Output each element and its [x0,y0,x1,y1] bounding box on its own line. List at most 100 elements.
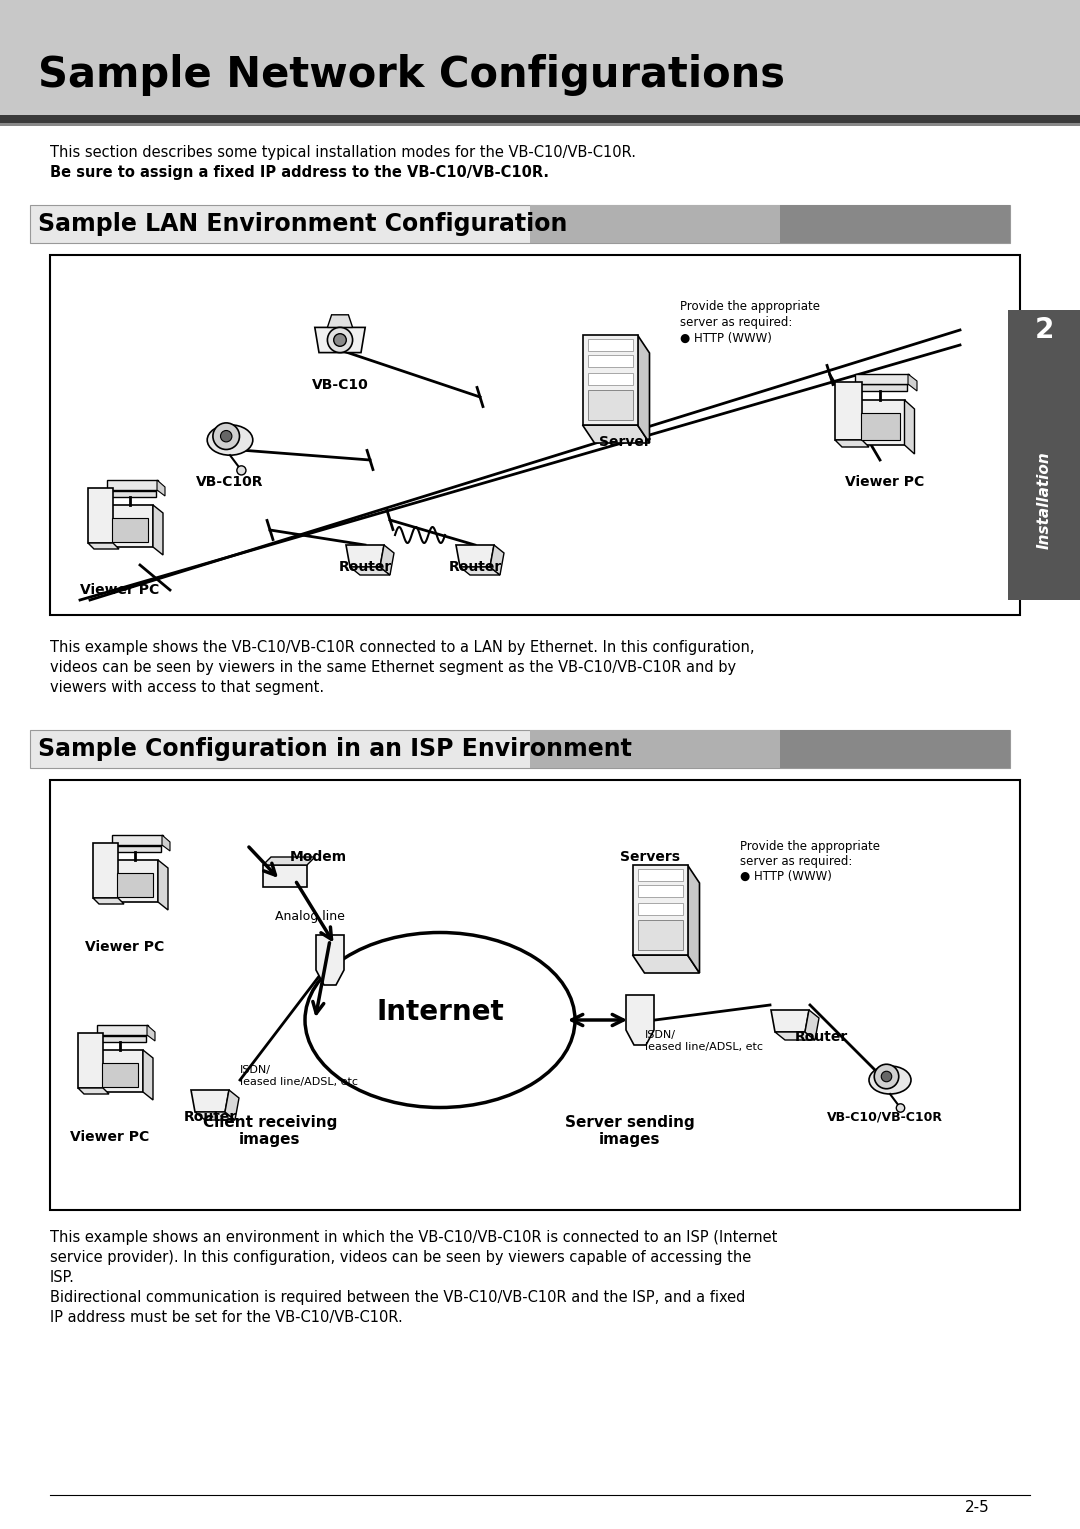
Bar [637,885,683,898]
Polygon shape [835,440,869,446]
Text: Sample Network Configurations: Sample Network Configurations [38,54,785,96]
Text: Servers: Servers [620,850,680,864]
Bar [633,865,688,956]
Text: Be sure to assign a fixed IP address to the VB-C10/VB-C10R.: Be sure to assign a fixed IP address to … [50,165,549,180]
Text: ISDN/
leased line/ADSL, etc: ISDN/ leased line/ADSL, etc [240,1066,357,1087]
Text: IP address must be set for the VB-C10/VB-C10R.: IP address must be set for the VB-C10/VB… [50,1310,403,1326]
Text: Bidirectional communication is required between the VB-C10/VB-C10R and the ISP, : Bidirectional communication is required … [50,1290,745,1304]
Text: ● HTTP (WWW): ● HTTP (WWW) [740,870,832,884]
Bar [1008,310,1080,599]
Bar [30,205,1010,243]
Text: VB-C10R: VB-C10R [197,476,264,489]
Polygon shape [771,1011,809,1032]
Polygon shape [147,1024,156,1041]
Bar [637,868,683,881]
Polygon shape [490,544,504,575]
Text: Viewer PC: Viewer PC [85,940,164,954]
Bar [117,873,153,898]
Polygon shape [637,335,649,443]
Bar [582,335,637,425]
Polygon shape [905,401,915,454]
Text: This example shows the VB-C10/VB-C10R connected to a LAN by Ethernet. In this co: This example shows the VB-C10/VB-C10R co… [50,641,755,654]
Polygon shape [191,1090,229,1112]
Bar [97,1024,148,1035]
Text: Router: Router [338,560,392,573]
Bar [588,390,633,420]
Bar [112,859,158,902]
Circle shape [213,424,240,450]
Text: Viewer PC: Viewer PC [846,476,924,489]
Polygon shape [225,1090,239,1121]
Ellipse shape [869,1066,912,1095]
Bar [95,1037,146,1041]
Polygon shape [626,995,654,1044]
Bar [93,842,118,898]
Bar [102,1063,138,1087]
Polygon shape [314,327,365,353]
Text: ISP.: ISP. [50,1271,75,1284]
Text: 2: 2 [1035,317,1054,344]
Text: Provide the appropriate: Provide the appropriate [740,839,880,853]
Polygon shape [158,859,168,910]
Polygon shape [380,544,394,575]
Text: This example shows an environment in which the VB-C10/VB-C10R is connected to an: This example shows an environment in whi… [50,1229,778,1245]
Bar [105,491,156,497]
Polygon shape [153,505,163,555]
Polygon shape [456,544,494,567]
Polygon shape [350,567,390,575]
Polygon shape [316,936,345,985]
Text: Viewer PC: Viewer PC [70,1130,150,1144]
Text: server as required:: server as required: [740,855,852,868]
Bar [107,480,158,489]
Bar [861,413,900,440]
Text: Router: Router [448,560,501,573]
Polygon shape [688,865,700,972]
Text: Sample Configuration in an ISP Environment: Sample Configuration in an ISP Environme… [38,737,632,761]
Bar [855,375,909,384]
Bar [530,729,1010,768]
Circle shape [237,466,246,476]
Polygon shape [78,1089,109,1095]
Bar [637,904,683,914]
Bar [97,1050,143,1092]
Bar [588,373,633,385]
Text: videos can be seen by viewers in the same Ethernet segment as the VB-C10/VB-C10R: videos can be seen by viewers in the sam… [50,661,737,674]
Text: ISDN/
leased line/ADSL, etc: ISDN/ leased line/ADSL, etc [645,1031,762,1052]
Ellipse shape [305,933,575,1107]
Text: Sample LAN Environment Configuration: Sample LAN Environment Configuration [38,213,567,235]
Text: server as required:: server as required: [680,317,793,329]
Ellipse shape [207,425,253,456]
Polygon shape [460,567,500,575]
Bar [30,729,1010,768]
Text: VB-C10/VB-C10R: VB-C10/VB-C10R [827,1110,943,1122]
Circle shape [896,1104,905,1112]
Polygon shape [157,480,165,495]
Text: Client receiving
images: Client receiving images [203,1115,337,1147]
Text: Viewer PC: Viewer PC [80,583,160,596]
Polygon shape [195,1112,235,1121]
Polygon shape [775,1032,815,1040]
Text: Internet: Internet [376,998,504,1026]
Bar [264,865,307,887]
Bar [78,1034,103,1089]
Circle shape [334,333,347,346]
Text: Analog line: Analog line [275,910,345,924]
Polygon shape [162,835,170,852]
Bar [0,115,1080,122]
Bar [853,384,907,391]
Polygon shape [908,375,917,391]
Text: VB-C10: VB-C10 [312,378,368,391]
Polygon shape [582,425,649,443]
Bar [637,920,683,950]
Circle shape [220,431,232,442]
Polygon shape [143,1050,153,1099]
Text: Router: Router [184,1110,237,1124]
Bar [50,780,1020,1209]
Polygon shape [93,898,124,904]
Text: service provider). In this configuration, videos can be seen by viewers capable : service provider). In this configuration… [50,1251,752,1264]
Bar [0,0,1080,115]
Text: ● HTTP (WWW): ● HTTP (WWW) [680,332,772,346]
Polygon shape [346,544,384,567]
Bar [0,122,1080,125]
Circle shape [881,1072,892,1081]
